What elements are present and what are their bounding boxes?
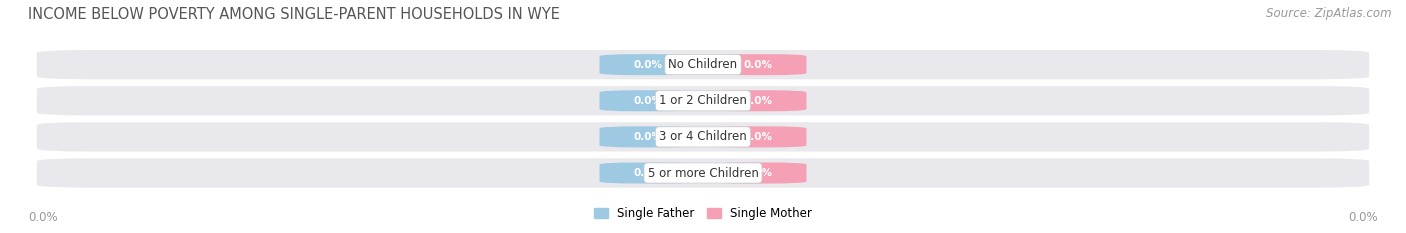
Text: 1 or 2 Children: 1 or 2 Children [659,94,747,107]
FancyBboxPatch shape [710,54,807,75]
Text: 0.0%: 0.0% [634,168,662,178]
FancyBboxPatch shape [710,162,807,184]
Text: Source: ZipAtlas.com: Source: ZipAtlas.com [1267,7,1392,20]
FancyBboxPatch shape [599,90,696,111]
Text: 3 or 4 Children: 3 or 4 Children [659,130,747,143]
Text: 5 or more Children: 5 or more Children [648,167,758,179]
FancyBboxPatch shape [37,50,1369,79]
Text: 0.0%: 0.0% [744,96,772,106]
FancyBboxPatch shape [37,86,1369,115]
FancyBboxPatch shape [710,126,807,147]
Text: No Children: No Children [668,58,738,71]
FancyBboxPatch shape [37,158,1369,188]
Text: 0.0%: 0.0% [28,211,58,224]
Text: 0.0%: 0.0% [744,60,772,70]
FancyBboxPatch shape [599,126,696,147]
Text: 0.0%: 0.0% [744,132,772,142]
Text: 0.0%: 0.0% [634,96,662,106]
Text: 0.0%: 0.0% [634,132,662,142]
Text: INCOME BELOW POVERTY AMONG SINGLE-PARENT HOUSEHOLDS IN WYE: INCOME BELOW POVERTY AMONG SINGLE-PARENT… [28,7,560,22]
Text: 0.0%: 0.0% [1348,211,1378,224]
FancyBboxPatch shape [599,54,696,75]
FancyBboxPatch shape [37,122,1369,151]
FancyBboxPatch shape [710,90,807,111]
Text: 0.0%: 0.0% [744,168,772,178]
FancyBboxPatch shape [599,162,696,184]
Legend: Single Father, Single Mother: Single Father, Single Mother [589,202,817,225]
Text: 0.0%: 0.0% [634,60,662,70]
